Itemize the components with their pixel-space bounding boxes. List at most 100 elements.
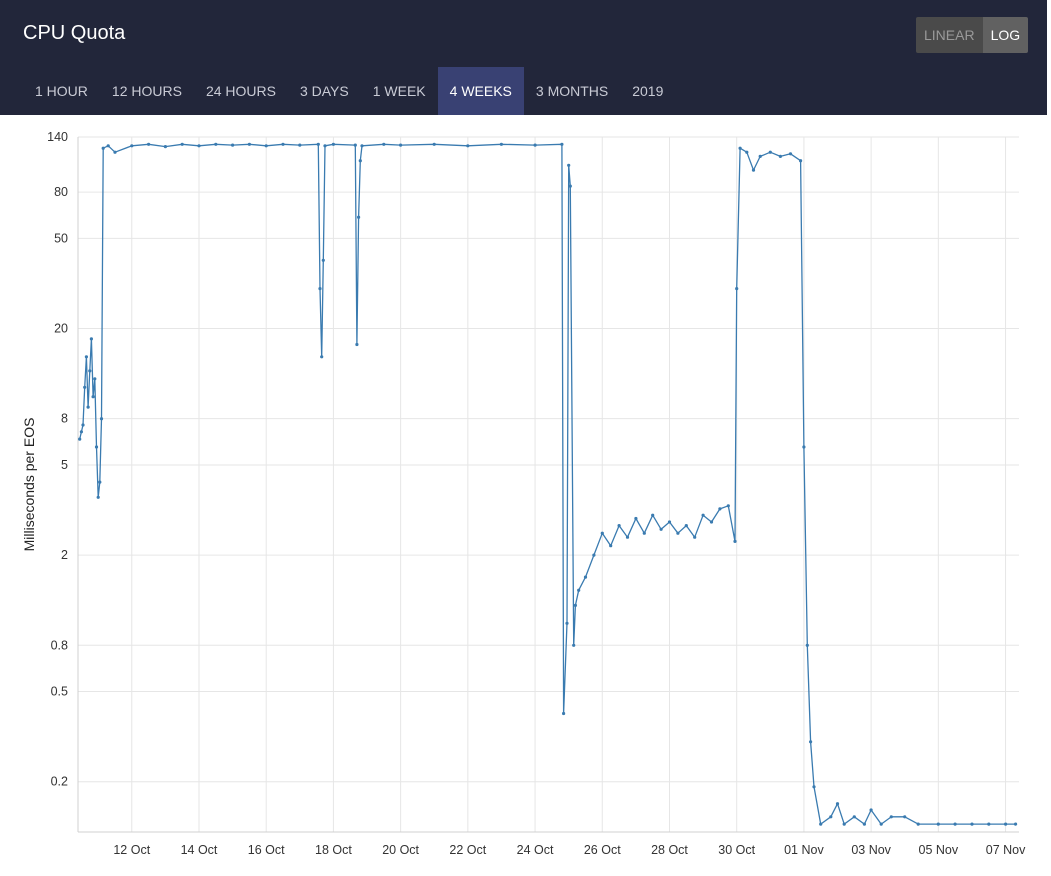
data-point <box>600 531 604 535</box>
data-point <box>738 146 742 150</box>
y-tick-label: 50 <box>54 231 68 245</box>
scale-toggle: LINEAR LOG <box>916 17 1029 53</box>
x-tick-label: 28 Oct <box>651 843 688 857</box>
data-point <box>360 144 364 148</box>
data-point <box>130 144 134 148</box>
log-scale-button[interactable]: LOG <box>982 17 1029 53</box>
data-point <box>1004 822 1008 826</box>
data-point <box>298 143 302 147</box>
data-point <box>869 808 873 812</box>
data-point <box>735 287 739 291</box>
data-point <box>163 145 167 149</box>
tab-3-months[interactable]: 3 MONTHS <box>535 83 609 99</box>
x-tick-label: 22 Oct <box>449 843 486 857</box>
x-tick-label: 07 Nov <box>986 843 1026 857</box>
data-point <box>316 142 320 146</box>
data-point <box>88 369 92 373</box>
y-tick-label: 8 <box>61 412 68 426</box>
linear-scale-button[interactable]: LINEAR <box>916 17 983 53</box>
data-point <box>84 355 88 359</box>
data-point <box>809 740 813 744</box>
tab-24-hours[interactable]: 24 HOURS <box>205 83 276 99</box>
tab-12-hours[interactable]: 12 HOURS <box>111 83 182 99</box>
x-tick-label: 12 Oct <box>113 843 150 857</box>
data-point <box>147 142 151 146</box>
data-point <box>355 342 359 347</box>
y-tick-label: 20 <box>54 322 68 336</box>
y-tick-label: 0.2 <box>51 775 68 789</box>
data-point <box>565 621 569 625</box>
data-point <box>617 524 621 528</box>
x-tick-label: 26 Oct <box>584 843 621 857</box>
x-tick-label: 16 Oct <box>248 843 285 857</box>
data-point <box>819 822 823 826</box>
data-point <box>693 535 697 539</box>
data-point <box>399 143 403 147</box>
data-point <box>583 575 588 579</box>
data-point <box>81 423 85 427</box>
data-point <box>812 785 816 789</box>
data-point <box>331 142 335 146</box>
y-tick-label: 0.8 <box>51 638 68 652</box>
data-point <box>726 504 730 508</box>
data-point <box>357 215 361 219</box>
x-tick-label: 14 Oct <box>181 843 218 857</box>
data-point <box>778 154 783 158</box>
data-point <box>879 822 883 826</box>
time-range-tabs: 1 HOUR 12 HOURS 24 HOURS 3 DAYS 1 WEEK 4… <box>23 67 675 115</box>
data-point <box>577 588 581 592</box>
data-point <box>609 544 613 548</box>
data-point <box>970 822 974 826</box>
data-point <box>592 553 596 557</box>
data-point <box>99 417 104 421</box>
y-tick-label: 140 <box>47 130 68 144</box>
data-point <box>718 507 722 511</box>
cpu-quota-chart: 140 80 50 20 8 5 2 0.8 0.5 0.2 12 Oct 14 Oct 16 Oct 1… <box>21 130 1026 857</box>
data-point <box>264 144 268 148</box>
data-point <box>572 643 576 647</box>
data-point <box>113 150 117 154</box>
x-tick-label: 03 Nov <box>851 843 891 857</box>
tab-1-week[interactable]: 1 WEEK <box>372 83 426 99</box>
tab-1-hour[interactable]: 1 HOUR <box>35 83 88 99</box>
data-point <box>936 822 940 826</box>
data-point <box>281 142 285 146</box>
data-point <box>96 495 100 499</box>
data-point <box>684 524 688 528</box>
data-point <box>197 144 201 148</box>
data-point <box>916 822 920 826</box>
series-line <box>79 143 1016 825</box>
x-tick-label: 05 Nov <box>919 843 959 857</box>
data-point <box>101 146 105 150</box>
data-point <box>889 815 893 819</box>
data-point <box>89 337 93 341</box>
data-point <box>862 822 867 826</box>
data-point <box>180 142 184 146</box>
tab-4-weeks[interactable]: 4 WEEKS <box>437 67 524 115</box>
data-point <box>1014 822 1018 826</box>
x-tick-label: 01 Nov <box>784 843 824 857</box>
data-point <box>676 531 680 535</box>
data-point <box>758 154 762 158</box>
data-point <box>733 539 737 543</box>
data-point <box>667 520 672 524</box>
data-point <box>358 159 362 163</box>
page-title: CPU Quota <box>23 22 126 44</box>
data-point <box>829 815 833 819</box>
tab-3-days[interactable]: 3 DAYS <box>299 83 349 99</box>
data-point <box>321 258 325 262</box>
data-point <box>799 159 803 163</box>
data-point <box>568 184 572 188</box>
data-point <box>323 144 327 148</box>
data-point <box>231 143 235 147</box>
data-point <box>94 445 99 449</box>
data-point <box>214 142 218 146</box>
data-point <box>842 822 846 826</box>
data-point <box>247 142 251 146</box>
x-tick-label: 18 Oct <box>315 843 352 857</box>
data-point <box>709 520 714 524</box>
tab-2019[interactable]: 2019 <box>632 83 664 99</box>
data-point <box>701 513 705 517</box>
data-point <box>98 480 102 484</box>
data-point <box>320 355 324 359</box>
